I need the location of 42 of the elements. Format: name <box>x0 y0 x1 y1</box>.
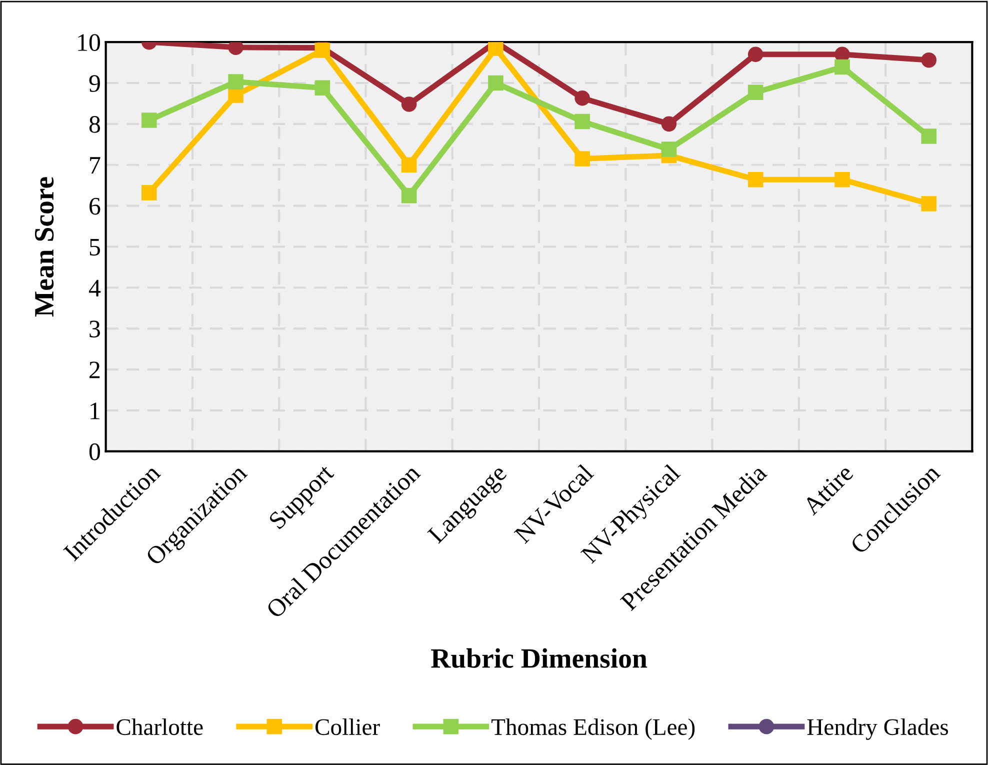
legend-label: Charlotte <box>116 718 203 736</box>
point <box>574 151 590 166</box>
point <box>228 74 244 90</box>
point <box>661 116 677 132</box>
point <box>574 114 590 130</box>
y-axis-title: Mean Score <box>34 177 54 317</box>
x-axis-title: Rubric Dimension <box>431 648 648 668</box>
y-tick-label: 10 <box>78 34 100 51</box>
y-tick-label: 4 <box>88 280 101 296</box>
y-tick-label: 8 <box>89 116 100 133</box>
point <box>401 188 417 204</box>
point <box>748 84 764 100</box>
point <box>401 157 417 172</box>
point <box>921 52 937 68</box>
point <box>661 142 677 157</box>
legend-label: Collier <box>315 718 380 736</box>
y-tick-label: 1 <box>90 402 100 420</box>
point <box>228 88 244 103</box>
point <box>314 42 330 58</box>
point <box>921 128 937 144</box>
point <box>488 42 504 56</box>
y-tick-label: 0 <box>89 443 100 460</box>
point <box>834 172 850 188</box>
y-tick-label: 3 <box>90 320 100 338</box>
point <box>401 96 417 112</box>
y-tick-label: 7 <box>90 157 100 174</box>
y-tick-label: 6 <box>90 198 100 215</box>
point <box>228 42 244 56</box>
point <box>574 90 590 106</box>
legend-label: Hendry Glades <box>807 718 948 740</box>
point <box>834 59 850 75</box>
point <box>921 196 937 212</box>
y-tick-label: 2 <box>90 362 100 378</box>
y-tick-label: 9 <box>89 75 100 92</box>
point <box>142 185 157 200</box>
point <box>142 112 157 128</box>
point <box>488 75 504 91</box>
point <box>748 172 764 188</box>
point <box>748 46 764 62</box>
y-tick-label: 5 <box>90 239 100 256</box>
point <box>314 80 330 96</box>
legend-label: Thomas Edison (Lee) <box>491 718 695 740</box>
